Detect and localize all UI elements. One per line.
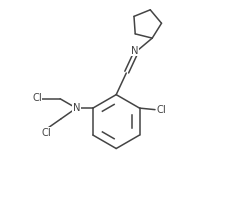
Text: Cl: Cl — [32, 93, 42, 103]
Text: Cl: Cl — [156, 105, 166, 115]
Text: Cl: Cl — [41, 128, 51, 138]
Text: N: N — [131, 46, 139, 56]
Text: N: N — [72, 103, 80, 113]
